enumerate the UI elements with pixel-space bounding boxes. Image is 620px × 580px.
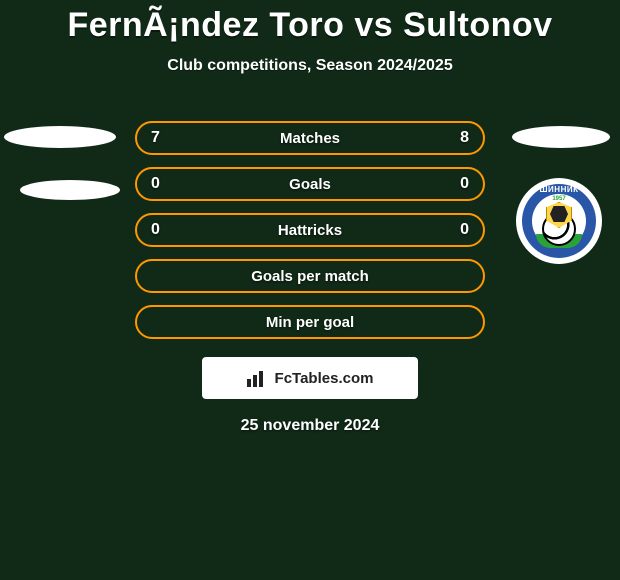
stat-label: Hattricks [278, 222, 342, 239]
stat-row: Min per goal [0, 299, 620, 345]
stat-row: 0 Hattricks 0 [0, 207, 620, 253]
date-text: 25 november 2024 [0, 417, 620, 435]
stat-label: Min per goal [266, 314, 354, 331]
stat-right: 8 [460, 129, 469, 147]
fctables-icon [247, 369, 269, 387]
stat-left: 0 [151, 175, 160, 193]
stat-label: Goals [289, 176, 331, 193]
stat-row: 0 Goals 0 [0, 161, 620, 207]
fctables-text: FcTables.com [275, 370, 374, 387]
stats-container: 7 Matches 8 0 Goals 0 0 Hattricks 0 Goal… [0, 115, 620, 345]
fctables-badge: FcTables.com [202, 357, 418, 399]
stat-pill-goals-per-match: Goals per match [135, 259, 485, 293]
page-subtitle: Club competitions, Season 2024/2025 [0, 57, 620, 75]
stat-label: Goals per match [251, 268, 369, 285]
stat-label: Matches [280, 130, 340, 147]
stat-pill-matches: 7 Matches 8 [135, 121, 485, 155]
stat-row: Goals per match [0, 253, 620, 299]
stat-right: 0 [460, 221, 469, 239]
page-title: FernÃ¡ndez Toro vs Sultonov [0, 0, 620, 45]
stat-pill-min-per-goal: Min per goal [135, 305, 485, 339]
stat-left: 7 [151, 129, 160, 147]
stat-pill-goals: 0 Goals 0 [135, 167, 485, 201]
stat-right: 0 [460, 175, 469, 193]
stat-left: 0 [151, 221, 160, 239]
stat-row: 7 Matches 8 [0, 115, 620, 161]
stat-pill-hattricks: 0 Hattricks 0 [135, 213, 485, 247]
